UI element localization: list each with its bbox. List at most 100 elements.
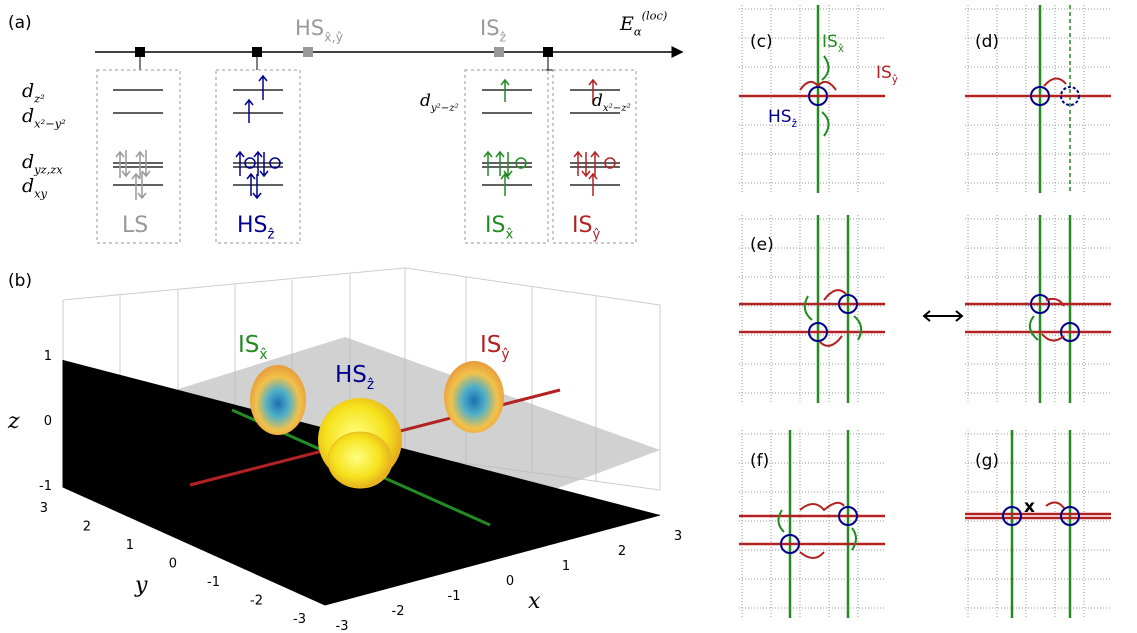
spins xyxy=(116,76,615,200)
x-tick: 1 xyxy=(562,559,570,574)
panel-label: (a) xyxy=(8,13,32,33)
marker-label-sub: x̂,ŷ xyxy=(324,29,343,44)
orbital-label-sub: z² xyxy=(33,92,45,106)
energy-label-sub: α xyxy=(634,25,642,39)
hop-arrow xyxy=(852,528,856,550)
state-label-main: HS xyxy=(768,107,792,127)
panel-label: (d) xyxy=(975,32,999,52)
state-label-sub: ŷ xyxy=(501,347,509,363)
state-label-sub: x̂ xyxy=(259,347,267,363)
orbital xyxy=(328,432,392,488)
orbital-label: dy²−z² xyxy=(420,91,459,114)
orbital-label-main: d xyxy=(22,105,34,127)
x-tick: -3 xyxy=(336,619,349,633)
state-label-sub: x̂ xyxy=(505,227,513,243)
state-label-sub: ẑ xyxy=(367,377,374,393)
state-label: ISx̂ xyxy=(238,332,268,363)
panel-label: (e) xyxy=(750,235,774,255)
state-label: ISŷ xyxy=(876,63,898,86)
marker-label: HSx̂,ŷ xyxy=(295,16,344,44)
orbital-label-main: d xyxy=(22,151,34,173)
state-label: ISŷ xyxy=(572,213,600,243)
state-label-sub: ŷ xyxy=(892,74,898,86)
hop-arrow xyxy=(820,336,842,346)
y-tick: -1 xyxy=(207,575,220,590)
state-label-sub: ẑ xyxy=(792,118,797,130)
orbital-label-sub: xy xyxy=(34,187,47,201)
x-tick: 0 xyxy=(506,574,514,589)
lattice-panels xyxy=(739,5,1111,618)
swap-arrow xyxy=(924,311,962,321)
state-boxes xyxy=(97,70,636,243)
state-label-main: IS xyxy=(485,213,505,238)
panel-label: (f) xyxy=(750,451,769,471)
y-tick: 1 xyxy=(126,538,134,553)
hop-arrow xyxy=(800,82,818,90)
state-label: HSẑ xyxy=(237,213,275,243)
panel-label: (g) xyxy=(975,451,999,471)
hop-arrow xyxy=(824,290,846,300)
orbital-label: dz² xyxy=(22,80,45,106)
y-tick: 0 xyxy=(169,557,177,572)
x-tick: -1 xyxy=(448,589,461,604)
level-markers xyxy=(135,47,554,70)
marker-label-main: IS xyxy=(480,16,500,40)
orbital-label-main: d xyxy=(420,91,431,111)
energy-label: Eα(loc) xyxy=(619,9,667,39)
marker-label-main: HS xyxy=(295,16,324,40)
orbital-label: dxy xyxy=(22,175,48,201)
hop-arrow xyxy=(1030,316,1038,340)
z-tick: -1 xyxy=(39,479,52,494)
state-label-sub: ŷ xyxy=(592,227,600,243)
orbital-label-main: d xyxy=(592,91,603,111)
axis-label: y xyxy=(134,573,148,598)
state-label-sub: x̂ xyxy=(838,43,844,55)
state-label-main: LS xyxy=(122,213,148,238)
hop-arrow xyxy=(1044,78,1066,86)
state-label-main: HS xyxy=(237,213,268,238)
hop-arrow xyxy=(800,503,844,510)
orbital-label-sub: x²−y² xyxy=(34,117,66,131)
y-tick: -2 xyxy=(250,594,263,609)
axis-label: x xyxy=(528,589,541,614)
x-tick: 2 xyxy=(618,544,626,559)
hop-arrow xyxy=(805,296,812,320)
state-label-main: HS xyxy=(335,362,367,388)
panel-label: (b) xyxy=(8,271,32,291)
orbital xyxy=(444,361,504,433)
z-tick: 0 xyxy=(44,414,52,429)
orbital-label: dyz,zx xyxy=(22,151,63,177)
x-tick: 3 xyxy=(674,529,682,544)
hop-arrow xyxy=(800,552,824,558)
energy-label-main: E xyxy=(619,13,634,35)
orbital-label-sub: x²−z² xyxy=(603,103,631,114)
orbital-label-main: d xyxy=(22,80,34,102)
axis-label: z xyxy=(7,409,20,434)
marker-label: ISẑ xyxy=(480,16,507,44)
figure: (a)(b)(c)(d)(e)(f)(g)Eα(loc)HSx̂,ŷISẑdz²… xyxy=(0,0,1137,633)
panel-label: (c) xyxy=(750,32,773,52)
state-label-main: IS xyxy=(572,213,592,238)
energy-label-sup: (loc) xyxy=(642,9,668,23)
state-label-main: IS xyxy=(876,63,892,83)
marker-label-sub: ẑ xyxy=(500,29,507,44)
state-label: ISŷ xyxy=(480,332,510,363)
y-tick: -3 xyxy=(293,612,306,627)
orbital-label-main: d xyxy=(22,175,34,197)
orbital-label-sub: yz,zx xyxy=(33,163,63,177)
forbidden-mark: x xyxy=(1024,497,1035,517)
x-tick: -2 xyxy=(392,604,405,619)
state-label-main: IS xyxy=(822,32,838,52)
layout xyxy=(63,47,682,605)
orbital xyxy=(250,365,306,435)
hop-arrow xyxy=(854,316,861,340)
z-tick: 1 xyxy=(44,349,52,364)
state-label: ISx̂ xyxy=(485,213,513,243)
y-tick: 3 xyxy=(40,501,48,516)
levels xyxy=(113,90,620,185)
hop-arrow xyxy=(818,82,836,90)
state-label-main: IS xyxy=(238,332,259,358)
orbital-label: dx²−y² xyxy=(22,105,66,131)
state-label: LS xyxy=(122,213,148,238)
hop-arrow xyxy=(822,56,829,80)
